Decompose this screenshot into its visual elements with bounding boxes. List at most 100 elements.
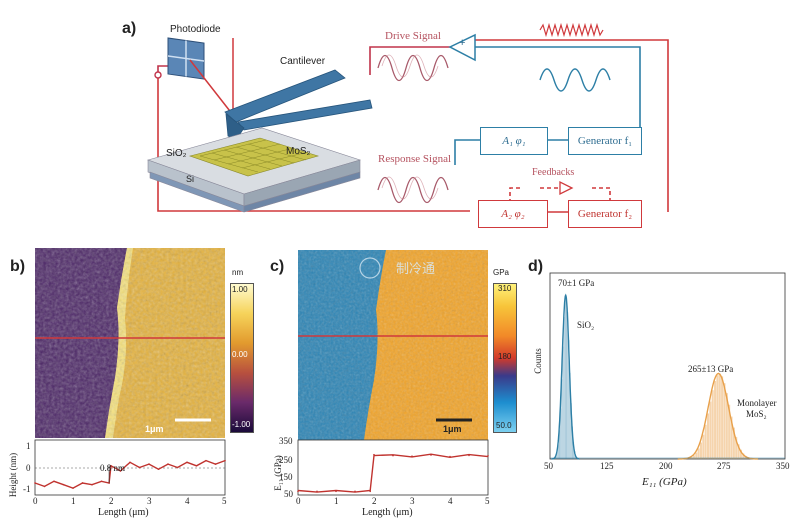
cantilever-label: Cantilever bbox=[280, 56, 326, 67]
topography-colorbar bbox=[230, 283, 254, 433]
height-profile-point bbox=[148, 463, 150, 465]
panel-b-letter: b) bbox=[10, 258, 26, 275]
c-xtick-0: 0 bbox=[296, 496, 301, 506]
height-profile-point bbox=[224, 459, 226, 462]
topography-image bbox=[35, 248, 225, 438]
b-xtick-2: 2 bbox=[109, 496, 114, 506]
peak1-label: 70±1 GPa bbox=[558, 278, 595, 288]
modulus-profile-point bbox=[335, 490, 337, 493]
modulus-colorbar bbox=[493, 283, 517, 433]
drive-waveform bbox=[377, 54, 449, 82]
si-label: Si bbox=[186, 174, 195, 184]
histogram-bar bbox=[737, 444, 740, 459]
b-xtick-0: 0 bbox=[33, 496, 38, 506]
histogram-bar bbox=[572, 426, 573, 459]
histogram-bar bbox=[706, 413, 710, 459]
panel-d-letter: d) bbox=[528, 258, 544, 275]
f2-waveform bbox=[539, 22, 604, 38]
generator-f1: Generator f₁ bbox=[568, 127, 642, 155]
colorbar-max-b: 1.00 bbox=[232, 285, 248, 294]
histogram-bar bbox=[735, 436, 738, 459]
height-profile-point bbox=[100, 480, 103, 483]
response-signal-label: Response Signal bbox=[378, 153, 452, 165]
modulus-profile-point bbox=[430, 454, 432, 456]
colorbar-unit-b: nm bbox=[232, 268, 244, 277]
b-ytick-0: 1 bbox=[26, 441, 31, 451]
amplifier-icon bbox=[448, 33, 476, 62]
b-xtick-5: 5 bbox=[222, 496, 227, 506]
height-profile-frame bbox=[34, 439, 226, 496]
b-xtick-4: 4 bbox=[185, 496, 190, 506]
modulus-profile-point bbox=[297, 490, 299, 493]
drive-signal-label: Drive Signal bbox=[385, 30, 441, 42]
histogram-bar bbox=[560, 408, 562, 459]
photodiode bbox=[167, 37, 205, 80]
modulus-profile-point bbox=[354, 490, 356, 493]
height-profile-point bbox=[34, 482, 36, 484]
histogram-bar bbox=[711, 390, 714, 459]
response-waveform bbox=[377, 176, 449, 204]
d-xtick-2: 200 bbox=[659, 461, 673, 471]
height-profile-point bbox=[43, 485, 46, 488]
modulus-profile-line bbox=[297, 453, 489, 493]
histogram-fit-1 bbox=[551, 293, 580, 460]
colorbar-min-b: -1.00 bbox=[232, 420, 251, 429]
colorbar-mid-b: 0.00 bbox=[232, 350, 248, 359]
height-profile-ylabel: Height (nm) bbox=[8, 452, 18, 498]
histogram-chart bbox=[549, 272, 786, 460]
c-xtick-5: 5 bbox=[485, 496, 490, 506]
histogram-bar bbox=[570, 403, 572, 459]
histogram-bar bbox=[692, 455, 695, 459]
histogram-bar bbox=[564, 298, 566, 459]
height-profile-point bbox=[72, 487, 74, 489]
histogram-bar bbox=[730, 416, 733, 459]
modulus-profile-point bbox=[316, 490, 318, 493]
height-profile-point bbox=[138, 466, 141, 469]
c-xtick-4: 4 bbox=[448, 496, 453, 506]
histogram-bar bbox=[704, 424, 707, 459]
f1-waveform bbox=[539, 68, 611, 92]
feedbacks-label: Feedbacks bbox=[532, 167, 575, 178]
modulus-profile-point bbox=[392, 454, 394, 457]
b-ytick-1: 0 bbox=[26, 463, 31, 473]
watermark-icon bbox=[359, 257, 381, 279]
cantilever bbox=[224, 69, 373, 141]
sio2-label: SiO₂ bbox=[166, 148, 187, 159]
histogram-bar bbox=[718, 373, 721, 459]
modulus-profile-point bbox=[487, 454, 489, 457]
b-ytick-2: -1 bbox=[23, 484, 31, 494]
height-profile-point bbox=[186, 461, 188, 464]
histogram-bar bbox=[567, 312, 569, 459]
height-profile-point bbox=[81, 482, 84, 484]
panel-a-letter: a) bbox=[122, 20, 137, 37]
b-xtick-1: 1 bbox=[71, 496, 76, 506]
peak2-label: 265±13 GPa bbox=[688, 364, 734, 374]
substrate bbox=[147, 127, 362, 213]
histogram-bar bbox=[568, 340, 570, 459]
histogram-bar bbox=[566, 296, 568, 459]
histogram-bar bbox=[688, 457, 691, 459]
histogram-bar bbox=[561, 379, 563, 459]
histogram-bar bbox=[562, 346, 564, 459]
height-profile-point bbox=[176, 466, 179, 469]
modulus-profile-point bbox=[468, 454, 470, 457]
height-profile-point bbox=[129, 461, 131, 464]
histogram-bar bbox=[563, 317, 565, 459]
height-profile-point bbox=[110, 464, 112, 467]
modulus-profile-frame bbox=[297, 439, 489, 496]
modulus-profile-point bbox=[449, 455, 451, 458]
loop-line-photodiode bbox=[157, 75, 470, 212]
height-profile-point bbox=[53, 480, 55, 483]
generator-f2: Generator f₂ bbox=[568, 200, 642, 228]
panel-a-schematic bbox=[147, 22, 669, 213]
histogram-bar bbox=[732, 427, 735, 459]
histogram-bar bbox=[557, 444, 559, 459]
peak2-material-1: Monolayer bbox=[737, 398, 777, 408]
c-ytick-0: 350 bbox=[279, 436, 293, 446]
panel-c-letter: c) bbox=[270, 258, 285, 275]
height-annotation: 0.8 nm bbox=[100, 463, 126, 473]
box-a1-phi1: A₁ φ₁ bbox=[480, 127, 548, 155]
peak1-material: SiO₂ bbox=[577, 320, 595, 330]
peak2-material-2: MoS₂ bbox=[746, 409, 767, 419]
histogram-bar bbox=[556, 452, 558, 459]
